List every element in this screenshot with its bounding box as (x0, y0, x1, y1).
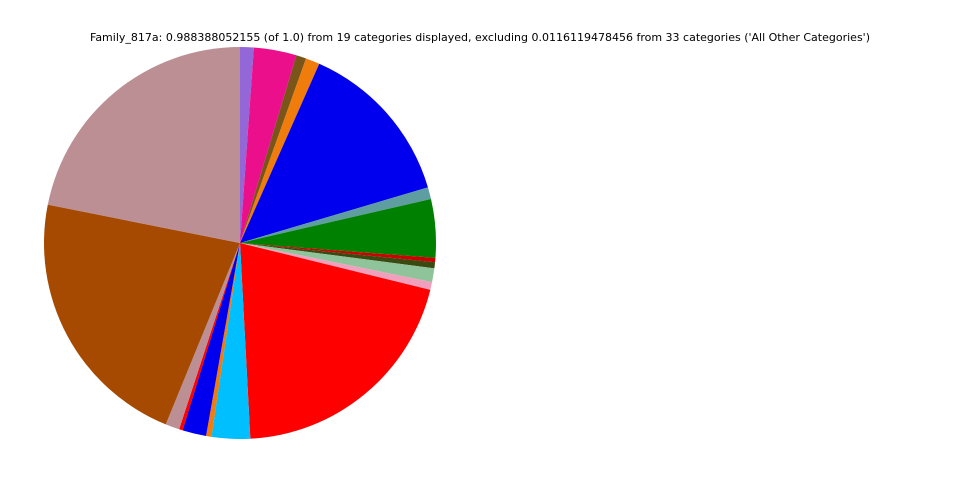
pie-slice (47, 47, 240, 243)
pie-slice (240, 243, 436, 269)
pie-slice (240, 55, 307, 244)
pie-slice (179, 243, 240, 431)
pie-slice (240, 243, 431, 439)
pie-slices-group (43, 47, 437, 439)
pie-slice (165, 243, 240, 430)
pie-slice (240, 47, 297, 244)
pie-slice (240, 243, 435, 283)
pie-slice (240, 199, 437, 258)
pie-slice (240, 63, 428, 243)
pie-slice (240, 187, 432, 243)
pie-slice (240, 243, 436, 263)
pie-slice (211, 243, 251, 439)
pie-slice (206, 243, 240, 437)
pie-slice (43, 204, 241, 425)
pie-slice (240, 58, 320, 243)
pie-slice (240, 47, 254, 243)
chart-title: Family_817a: 0.988388052155 (of 1.0) fro… (90, 31, 870, 44)
pie-slice (182, 243, 240, 437)
pie-slice (240, 243, 433, 290)
